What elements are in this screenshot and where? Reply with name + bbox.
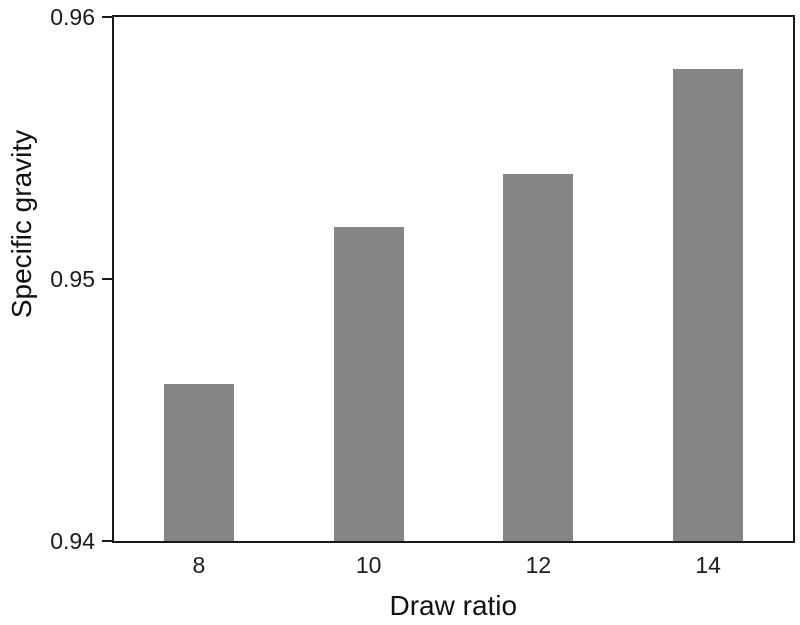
y-tick-label-0.94: 0.94 <box>50 528 95 554</box>
x-axis-title: Draw ratio <box>389 590 518 621</box>
x-tick-label-10: 10 <box>355 552 382 578</box>
x-tick-label-14: 14 <box>695 552 721 578</box>
x-tick-label-8: 8 <box>192 552 206 578</box>
plot-area <box>112 15 795 543</box>
bar-draw-ratio-10 <box>333 227 404 541</box>
y-tick-label-0.95: 0.95 <box>50 266 95 292</box>
x-tick-label-12: 12 <box>525 552 552 578</box>
bar-draw-ratio-12 <box>503 174 574 541</box>
y-tick-label-0.96: 0.96 <box>50 4 95 30</box>
bar-draw-ratio-8 <box>163 384 234 541</box>
bar-draw-ratio-14 <box>673 69 744 541</box>
y-tick-mark-0.94 <box>102 540 112 542</box>
y-tick-mark-0.95 <box>102 278 112 280</box>
y-tick-mark-0.96 <box>102 16 112 18</box>
